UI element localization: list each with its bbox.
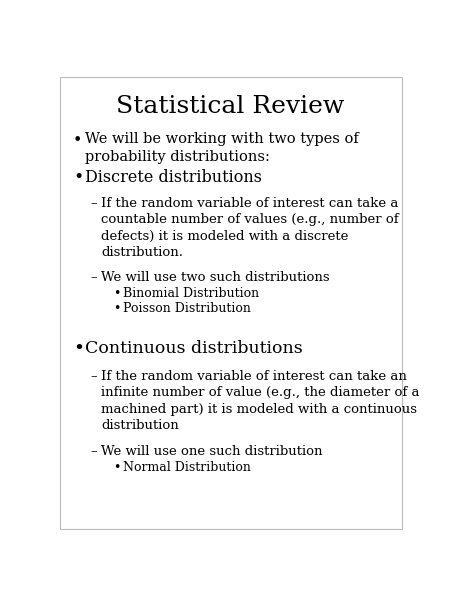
Text: •: • (113, 461, 121, 474)
Text: Statistical Review: Statistical Review (117, 95, 345, 118)
Text: Normal Distribution: Normal Distribution (123, 461, 251, 474)
Text: •: • (73, 132, 82, 149)
Text: Discrete distributions: Discrete distributions (85, 169, 262, 186)
Text: Continuous distributions: Continuous distributions (85, 340, 302, 357)
Text: We will use two such distributions: We will use two such distributions (101, 271, 329, 284)
Text: –: – (90, 271, 97, 284)
Text: Binomial Distribution: Binomial Distribution (123, 287, 259, 300)
Text: Poisson Distribution: Poisson Distribution (123, 302, 251, 314)
Text: •: • (113, 287, 121, 300)
Text: •: • (113, 302, 121, 314)
Text: •: • (73, 169, 83, 186)
Text: If the random variable of interest can take an
infinite number of value (e.g., t: If the random variable of interest can t… (101, 370, 419, 433)
Text: We will use one such distribution: We will use one such distribution (101, 445, 322, 458)
Text: –: – (90, 445, 97, 458)
Text: We will be working with two types of
probability distributions:: We will be working with two types of pro… (85, 132, 359, 164)
Text: •: • (73, 340, 84, 358)
Text: If the random variable of interest can take a
countable number of values (e.g., : If the random variable of interest can t… (101, 197, 399, 259)
Text: –: – (90, 370, 97, 383)
Text: –: – (90, 197, 97, 210)
